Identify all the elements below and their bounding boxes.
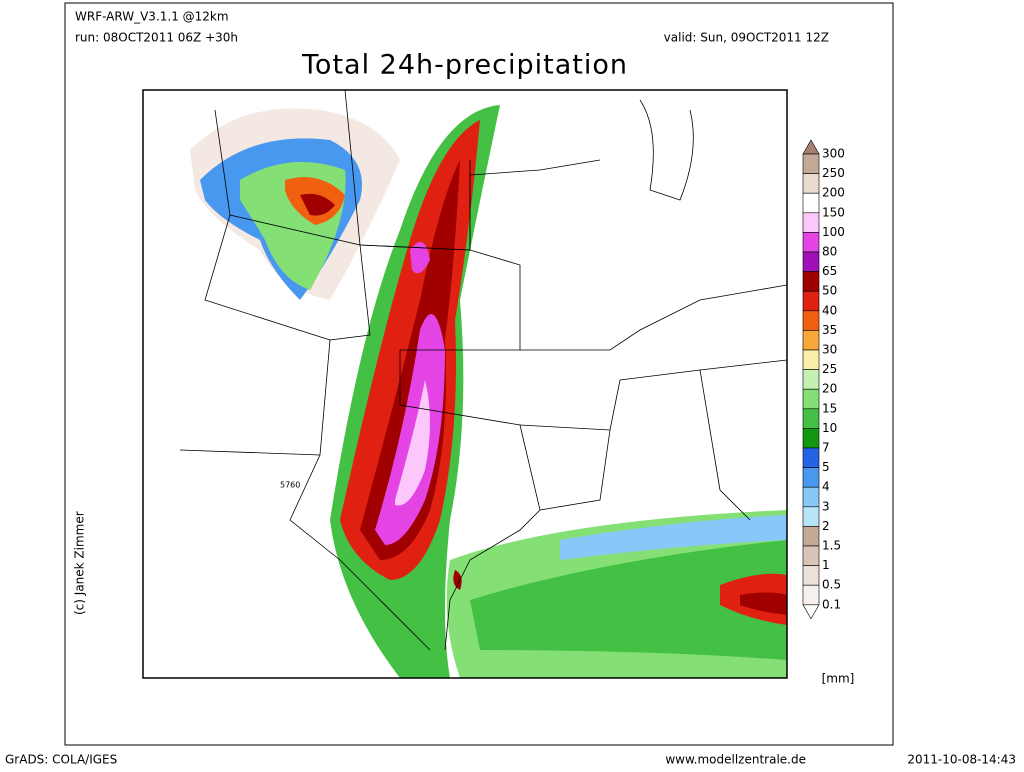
colorbar-box	[802, 428, 820, 449]
colorbar-triangle	[802, 139, 820, 155]
colorbar-box	[802, 526, 820, 547]
run-label: run: 08OCT2011 06Z +30h	[75, 31, 238, 45]
colorbar-box	[802, 486, 820, 508]
colorbar-label: 50	[822, 284, 837, 298]
boundaries	[179, 90, 787, 651]
credit: (c) Janek Zimmer	[73, 511, 87, 615]
website-label: www.modellzentrale.de	[665, 753, 806, 767]
colorbar-label: 100	[822, 225, 845, 239]
model-label: WRF-ARW_V3.1.1 @12km	[75, 10, 229, 24]
colorbar-label: 80	[822, 245, 837, 259]
colorbar-label: 3	[822, 499, 830, 513]
colorbar-box	[802, 369, 820, 390]
colorbar-box	[802, 447, 820, 468]
colorbar: 300 250 200 150 100 80 65 50 40 35 30 25 20 15 10 7 5 4 3 2…	[802, 139, 845, 620]
colorbar-label: 0.1	[822, 597, 841, 611]
colorbar-label: 300	[822, 147, 845, 161]
valid-label: valid: Sun, 09OCT2011 12Z	[664, 31, 829, 45]
colorbar-label: 1.5	[822, 539, 841, 553]
colorbar-label: 20	[822, 382, 837, 396]
colorbar-label: 7	[822, 441, 830, 455]
colorbar-box	[802, 349, 820, 370]
map: 5760	[142, 89, 788, 679]
colorbar-box	[802, 251, 820, 272]
colorbar-box	[802, 330, 820, 351]
map-title: Total 24h-precipitation	[301, 50, 628, 81]
timestamp-label: 2011-10-08-14:43	[907, 753, 1016, 767]
colorbar-label: 65	[822, 264, 837, 278]
colorbar-label: 4	[822, 480, 830, 494]
colorbar-label: 1	[822, 558, 830, 572]
colorbar-box	[802, 467, 820, 488]
colorbar-box	[802, 290, 820, 312]
colorbar-box	[802, 388, 820, 410]
colorbar-box	[802, 565, 820, 586]
colorbar-box	[802, 506, 820, 527]
outer-frame	[64, 2, 894, 746]
colorbar-label: 5	[822, 460, 830, 474]
colorbar-box	[802, 232, 820, 253]
unit-label: [mm]	[822, 672, 855, 686]
colorbar-label: 150	[822, 205, 845, 219]
colorbar-label: 200	[822, 186, 845, 200]
colorbar-box	[802, 271, 820, 292]
colorbar-box	[802, 212, 820, 233]
colorbar-label: 35	[822, 323, 837, 337]
colorbar-label: 15	[822, 401, 837, 415]
colorbar-box	[802, 408, 820, 429]
colorbar-box	[802, 545, 820, 566]
colorbar-box	[802, 153, 820, 174]
software-label: GrADS: COLA/IGES	[5, 753, 117, 767]
colorbar-triangle	[802, 604, 820, 620]
colorbar-box	[802, 173, 820, 194]
colorbar-label: 30	[822, 343, 837, 357]
colorbar-box	[802, 584, 820, 606]
map-frame	[142, 89, 788, 679]
colorbar-label: 2	[822, 519, 830, 533]
colorbar-box	[802, 192, 820, 214]
colorbar-label: 10	[822, 421, 837, 435]
contour-label: 5760	[280, 481, 300, 490]
colorbar-label: 0.5	[822, 578, 841, 592]
colorbar-label: 250	[822, 166, 845, 180]
colorbar-label: 25	[822, 362, 837, 376]
colorbar-label: 40	[822, 303, 837, 317]
colorbar-box	[802, 310, 820, 331]
